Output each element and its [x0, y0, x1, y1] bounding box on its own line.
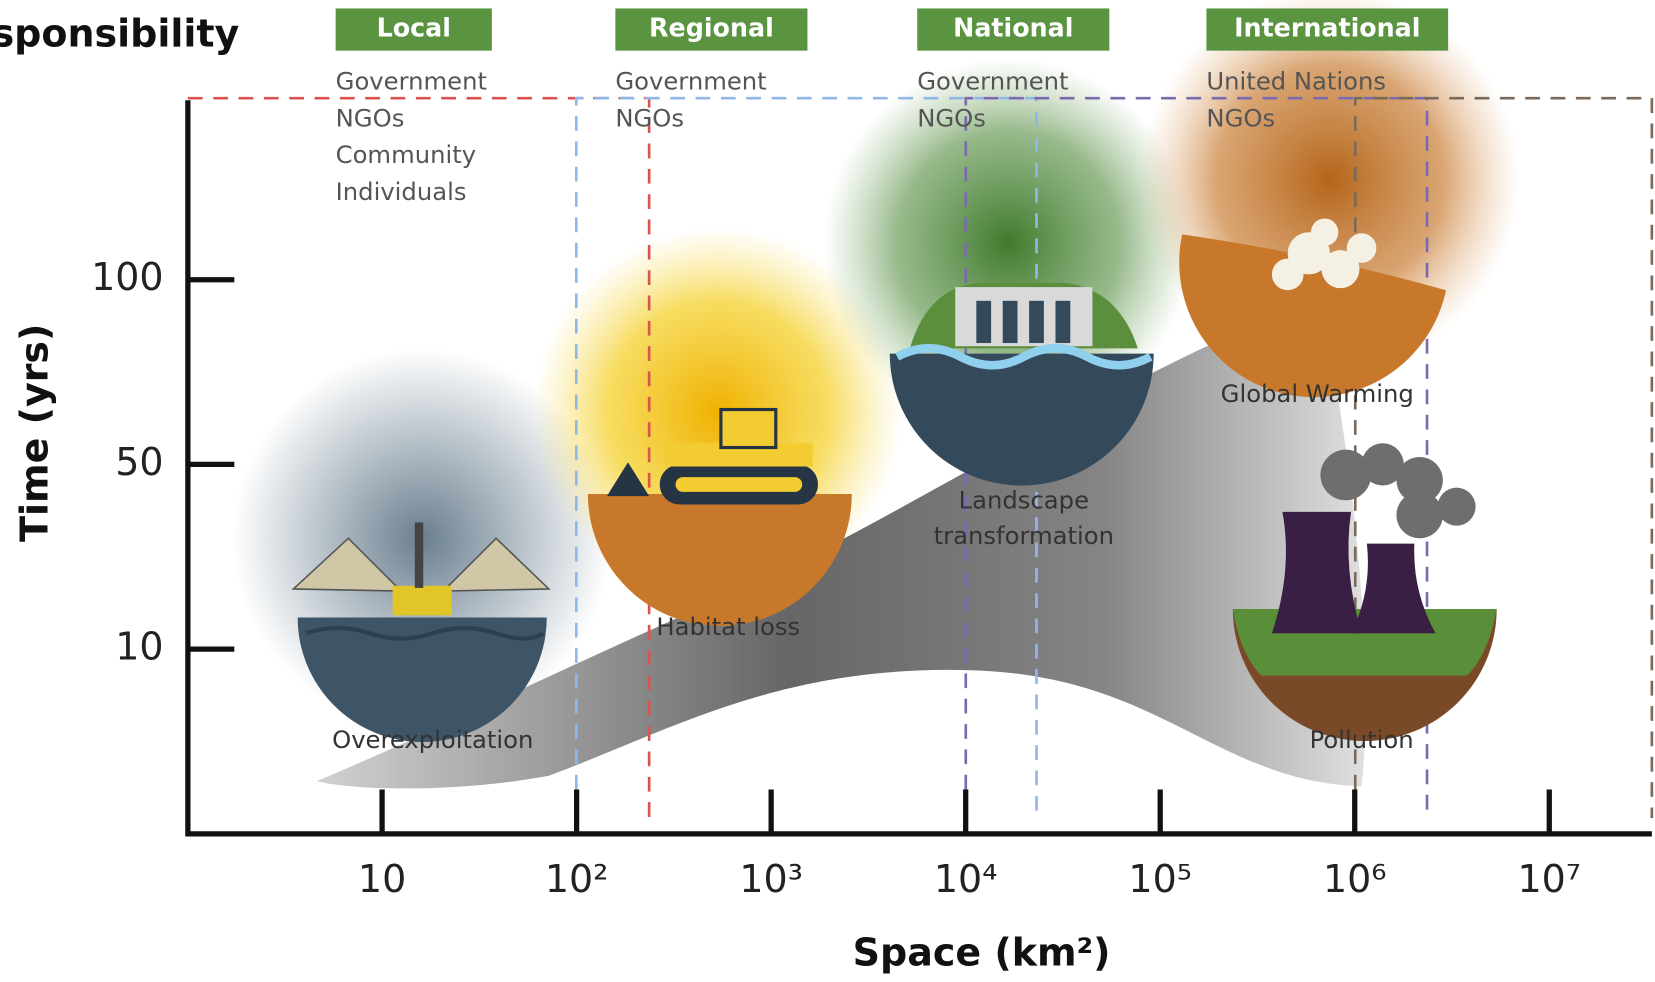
level-header-box — [615, 8, 808, 51]
actor: NGOs — [917, 103, 986, 132]
threat-labels: Overexploitation Habitat loss Landscape tra… — [332, 379, 1414, 754]
y-tick-label: 10 — [115, 625, 163, 669]
icon-dam — [889, 282, 1154, 486]
actor: United Nations — [1206, 66, 1386, 95]
threat-label: transformation — [934, 521, 1114, 550]
actor: NGOs — [615, 103, 684, 132]
x-tick-label: 10⁷ — [1517, 857, 1581, 901]
level-header-box — [917, 8, 1110, 51]
threat-label: Habitat loss — [656, 612, 800, 641]
level-header: International — [1234, 13, 1420, 43]
axes — [185, 100, 1652, 837]
box-international — [1353, 96, 1654, 819]
threat-label: Overexploitation — [332, 725, 533, 754]
x-tick-label: 10² — [545, 857, 609, 901]
icon-fishing — [291, 522, 551, 743]
x-ticks: 10 10² 10³ 10⁴ 10⁵ 10⁶ 10⁷ — [358, 789, 1581, 901]
threat-label: Pollution — [1310, 725, 1414, 754]
level-header: Regional — [649, 13, 774, 43]
level-header: Local — [377, 13, 451, 43]
icon-pollution — [1232, 443, 1497, 741]
y-ticks: 100 50 10 — [91, 255, 235, 669]
level-header-box — [335, 8, 492, 51]
icon-bulldozer — [587, 407, 852, 626]
y-tick-label: 50 — [115, 440, 163, 484]
actor: NGOs — [336, 103, 405, 132]
icon-warming — [1179, 218, 1447, 398]
x-tick-label: 10³ — [739, 857, 803, 901]
y-axis-title: Time (yrs) — [12, 324, 56, 542]
actor: Individuals — [336, 177, 467, 206]
actor: Government — [336, 66, 487, 95]
x-axis-title: Space (km²) — [853, 931, 1111, 975]
levels: Local Government NGOs Community Individuals R… — [335, 8, 1449, 206]
title: sponsibility — [0, 11, 240, 55]
y-tick-label: 100 — [91, 255, 164, 299]
threat-label: Landscape — [959, 485, 1089, 514]
actor: Government — [917, 66, 1068, 95]
box-regional — [574, 96, 1038, 819]
actor: Government — [615, 66, 766, 95]
actor: Community — [336, 140, 476, 169]
x-tick-label: 10⁴ — [934, 857, 998, 901]
x-tick-label: 10⁵ — [1128, 857, 1192, 901]
threat-label: Global Warming — [1221, 379, 1414, 408]
x-tick-label: 10⁶ — [1323, 857, 1387, 901]
level-header: National — [953, 13, 1073, 43]
level-header-box — [1206, 8, 1449, 51]
box-national — [964, 96, 1429, 819]
x-tick-label: 10 — [358, 857, 406, 901]
actor: NGOs — [1206, 103, 1275, 132]
